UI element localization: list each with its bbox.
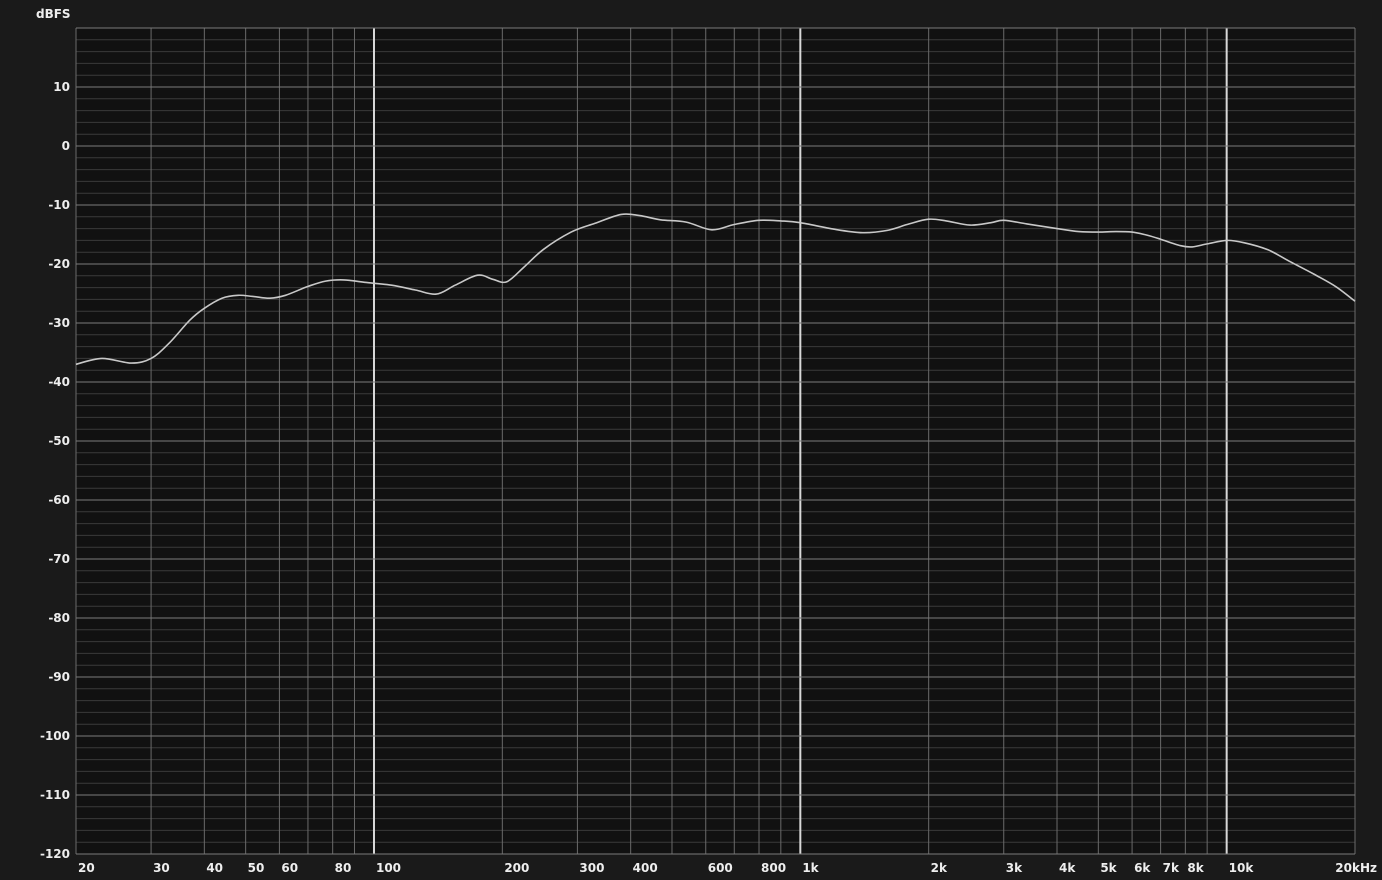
y-tick-label: -90 [48, 670, 70, 684]
x-tick-label: 40 [206, 861, 223, 875]
y-tick-label: -20 [48, 257, 70, 271]
x-tick-label: 6k [1134, 861, 1151, 875]
series-layer [75, 213, 1356, 366]
x-tick-label: 4k [1059, 861, 1076, 875]
y-tick-label: -120 [40, 847, 70, 861]
x-tick-label: 5k [1100, 861, 1117, 875]
x-tick-label: 1k [802, 861, 819, 875]
x-tick-label: 600 [708, 861, 733, 875]
x-tick-label: 60 [281, 861, 298, 875]
x-tick-label: 100 [376, 861, 401, 875]
x-tick-label: 10k [1229, 861, 1255, 875]
y-tick-label: 0 [62, 139, 70, 153]
x-axis-tick-labels: 20 30 40 50 60 80 100 200 300 400 600 800 1k 2k 3k 4k 5k… [78, 861, 1377, 875]
y-tick-label: -80 [48, 611, 70, 625]
y-tick-label: -50 [48, 434, 70, 448]
x-tick-label: 2k [931, 861, 948, 875]
y-axis-label: dBFS [36, 7, 71, 21]
major-grid [76, 27, 1355, 855]
y-tick-label: -60 [48, 493, 70, 507]
x-tick-label: 300 [579, 861, 604, 875]
x-tick-label: 20 [78, 861, 95, 875]
x-tick-label: 200 [504, 861, 529, 875]
x-tick-label: 8k [1187, 861, 1204, 875]
y-tick-label: 10 [53, 80, 70, 94]
y-tick-label: -10 [48, 198, 70, 212]
x-tick-label: 20kHz [1335, 861, 1377, 875]
x-tick-label: 800 [761, 861, 786, 875]
y-tick-label: -30 [48, 316, 70, 330]
x-tick-label: 30 [153, 861, 170, 875]
y-tick-label: -100 [40, 729, 70, 743]
x-tick-label: 50 [248, 861, 265, 875]
x-tick-label: 400 [633, 861, 658, 875]
series-line [75, 213, 1356, 366]
y-tick-label: -70 [48, 552, 70, 566]
x-tick-label: 80 [335, 861, 352, 875]
y-axis-tick-labels: 10 0 -10 -20 -30 -40 -50 -60 -70 -80 -90 -100 -110 -1… [40, 80, 70, 861]
x-tick-label: 7k [1163, 861, 1180, 875]
y-tick-label: -110 [40, 788, 70, 802]
x-tick-label: 3k [1006, 861, 1023, 875]
y-tick-label: -40 [48, 375, 70, 389]
